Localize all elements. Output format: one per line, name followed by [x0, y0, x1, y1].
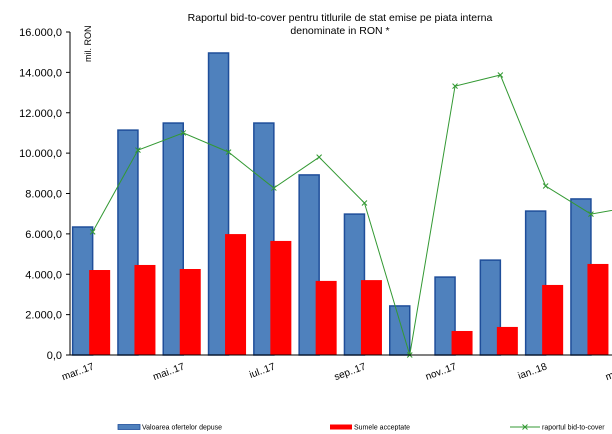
- x-tick-label: mar..17: [61, 361, 97, 383]
- line-marker: [452, 83, 458, 89]
- y-tick-label: 2.000,0: [25, 310, 62, 322]
- line-marker: [316, 154, 323, 161]
- legend-label: Sumele acceptate: [354, 425, 410, 432]
- x-tick-label: iul..17: [248, 361, 277, 381]
- x-tick-label: ian..18: [517, 361, 549, 382]
- legend-marker: [522, 424, 528, 430]
- bar: [315, 280, 337, 355]
- x-tick-label: nov..17: [424, 361, 458, 382]
- line-marker: [497, 72, 504, 78]
- bar: [451, 330, 473, 355]
- line-marker: [225, 149, 232, 155]
- line-marker: [542, 183, 549, 189]
- line-marker: [180, 130, 187, 136]
- legend-swatch: [330, 424, 352, 430]
- chart-title: Raportul bid-to-cover pentru titlurile d…: [188, 12, 493, 24]
- chart-subtitle: denominate in RON *: [290, 25, 389, 37]
- line-marker: [135, 147, 141, 153]
- bar: [496, 326, 518, 355]
- bar: [360, 280, 382, 355]
- bar: [542, 284, 564, 355]
- y-tick-label: 8.000,0: [25, 189, 62, 201]
- line-marker: [361, 200, 368, 206]
- bar: [225, 234, 247, 355]
- bar: [389, 305, 411, 356]
- x-tick-label: sep..17: [333, 361, 368, 383]
- y-tick-label: 12.000,0: [19, 108, 62, 120]
- y-tick-label: 14.000,0: [19, 67, 62, 79]
- y-tick-label: 6.000,0: [25, 229, 62, 241]
- x-tick-label: mai..17: [152, 361, 187, 383]
- bar: [179, 269, 201, 355]
- legend-swatch: [117, 424, 141, 430]
- line-marker: [89, 229, 96, 235]
- y-axis-label: mil. RON: [83, 26, 93, 63]
- line-marker: [270, 185, 277, 191]
- line-marker: [588, 211, 594, 217]
- y-tick-label: 10.000,0: [19, 148, 62, 160]
- bar: [587, 263, 609, 355]
- x-tick-label: mar..18: [604, 361, 612, 383]
- bar: [89, 270, 111, 355]
- y-tick-label: 16.000,0: [19, 27, 62, 39]
- bar: [134, 264, 156, 355]
- legend-label: raportul bid-to-cover: [542, 425, 605, 432]
- legend-label: Valoarea ofertelor depuse: [142, 425, 222, 432]
- y-tick-label: 4.000,0: [25, 269, 62, 281]
- bar: [270, 240, 292, 355]
- y-tick-label: 0,0: [47, 350, 62, 362]
